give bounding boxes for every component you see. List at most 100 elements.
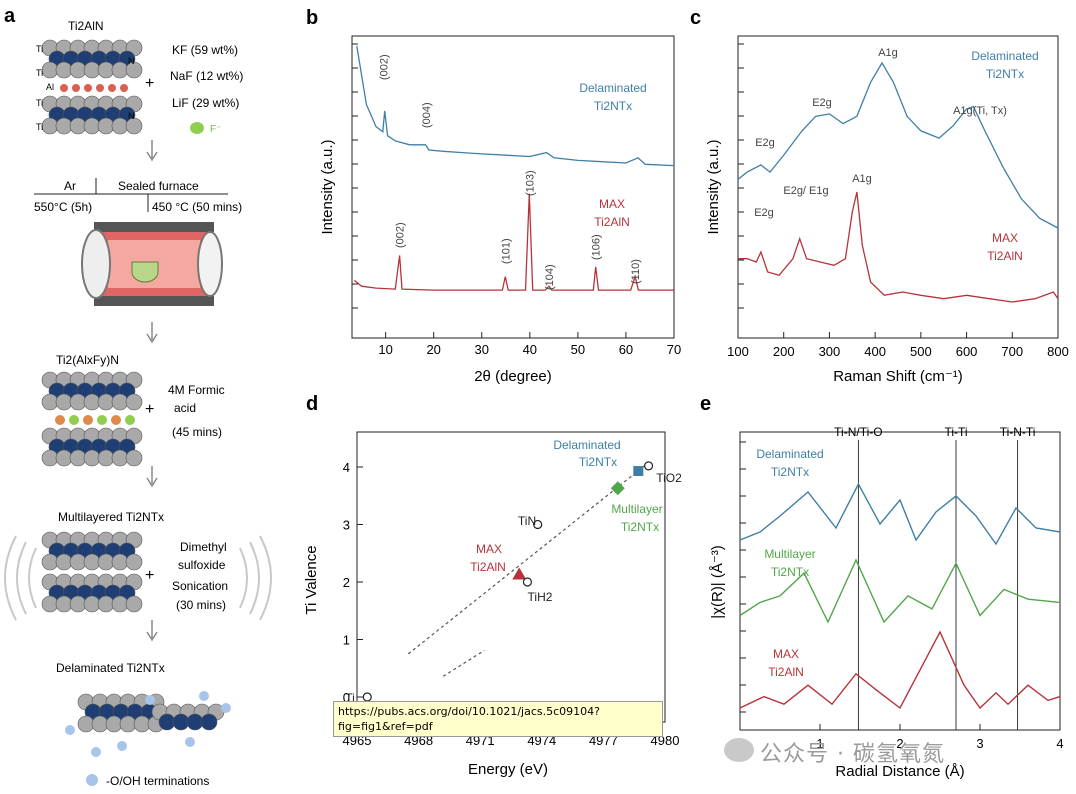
x-tick-label: 500: [910, 344, 932, 359]
point-label: Delaminated: [553, 438, 620, 452]
ti-atom: [41, 449, 59, 467]
peak-label: E2g: [755, 137, 775, 149]
point-label: Ti: [345, 691, 355, 705]
al-atom: [72, 84, 80, 92]
atom-label-ti: Ti: [36, 98, 43, 108]
plus-sign: +: [145, 75, 154, 92]
ti-atom: [83, 553, 101, 571]
point-label: Ti2NTx: [579, 455, 617, 469]
url-tooltip[interactable]: https://pubs.acs.org/doi/10.1021/jacs.5c…: [333, 701, 663, 737]
point-label: Ti2NTx: [621, 520, 659, 534]
x-tick-label: 300: [819, 344, 841, 359]
x-tick-label: 1: [816, 736, 823, 751]
n-atom: [200, 713, 218, 731]
furnace-label: Sealed furnace: [118, 179, 199, 193]
data-point-circle: [533, 519, 543, 530]
ti-atom: [83, 117, 101, 135]
data-point-triangle: [512, 567, 527, 580]
ti-atom: [41, 553, 59, 571]
y-tick-label: 0: [343, 690, 350, 705]
x-tick-label: 100: [727, 344, 749, 359]
data-point-circle: [362, 692, 372, 702]
point-label: Multilayer: [611, 502, 662, 516]
ti-atom: [41, 61, 59, 79]
gas-label: Ar: [64, 179, 76, 193]
temp-step-1: 550°C (5h): [34, 200, 92, 214]
ti-atom: [41, 393, 59, 411]
ti-atom: [111, 117, 129, 135]
ti-atom: [125, 117, 143, 135]
termination-atom: [65, 725, 75, 735]
y-axis-label: Intensity (a.u.): [705, 139, 722, 234]
x-tick-label: 60: [619, 342, 633, 357]
solvent-line-1: Dimethyl: [180, 540, 227, 554]
atom-label-n: N: [128, 56, 135, 66]
ti-atom: [111, 61, 129, 79]
ti-atom: [119, 715, 137, 733]
y-axis-label: Ti Valence: [303, 545, 320, 614]
x-tick-label: 200: [773, 344, 795, 359]
al-f-atom: [55, 415, 65, 425]
atom-label-al: Al: [46, 82, 54, 92]
fit-line: [407, 465, 645, 655]
peak-label: (101): [500, 238, 512, 264]
plot-area: (002) (004) (002) (101) (103) (104) (106) (110): [353, 45, 675, 291]
plot-frame: [737, 35, 1059, 339]
sonication-waves-icon: [4, 535, 272, 621]
acid-time: (45 mins): [172, 425, 222, 439]
series-label-delaminated-formula: Ti2NTx: [594, 99, 632, 113]
panel-c: c 100 200 300 400 500 600 700 800 E2g E2g A1g A1g(…: [690, 7, 1069, 385]
x-axis-label: Raman Shift (cm⁻¹): [833, 368, 963, 385]
ti-atom: [97, 117, 115, 135]
ti-atom: [97, 553, 115, 571]
ti-atom: [69, 449, 87, 467]
series-label-multilayer: Multilayer: [764, 547, 815, 561]
series-label-delaminated-formula: Ti2NTx: [771, 465, 809, 479]
atom-label-ti: Ti: [36, 68, 43, 78]
series-label-max-formula: Ti2AlN: [987, 249, 1023, 263]
series-line-delaminated: [737, 61, 1059, 229]
series-line-max: [353, 193, 674, 291]
termination-legend-label: -O/OH terminations: [106, 774, 209, 788]
y-axis-ticks: [352, 43, 358, 309]
arrow-down-icon: [146, 466, 158, 488]
series-label-max: MAX: [992, 231, 1018, 245]
ti-atom: [97, 449, 115, 467]
series-line-delaminated: [356, 45, 675, 167]
termination-atom: [145, 695, 155, 705]
ti-atom: [97, 595, 115, 613]
ti-atom: [55, 393, 73, 411]
x-axis-label: 2θ (degree): [474, 368, 552, 385]
panel-letter-c: c: [690, 7, 701, 29]
y-axis-label: |χ(R)| (Å⁻³): [709, 545, 726, 619]
series-label-max-formula: Ti2AlN: [768, 665, 804, 679]
wechat-icon: [724, 738, 754, 762]
fit-line-segment: [442, 649, 485, 677]
al-f-atom: [125, 415, 135, 425]
panel-letter-b: b: [306, 7, 318, 29]
peak-label: A1g: [852, 173, 872, 185]
peak-label: A1g: [878, 47, 898, 59]
panel-letter-a: a: [4, 5, 16, 27]
reference-line-label: Ti-N-Ti: [1000, 425, 1036, 439]
ti-atom: [69, 117, 87, 135]
series-line: [739, 482, 1061, 546]
al-atom: [108, 84, 116, 92]
ti-atom: [77, 715, 95, 733]
x-tick-label: 4: [1056, 736, 1063, 751]
al-f-atom: [111, 415, 121, 425]
fluoride-label: F⁻: [210, 124, 221, 135]
watermark: 公众号 · 碳氢氧氮: [760, 742, 945, 767]
ti-atom: [111, 449, 129, 467]
ti-atom: [55, 117, 73, 135]
y-axis-ticks: [738, 43, 744, 309]
solvent-line-2: sulfoxide: [178, 558, 226, 572]
ti-atom: [125, 61, 143, 79]
point-label: MAX: [476, 542, 502, 556]
x-tick-label: 30: [475, 342, 489, 357]
al-atom: [60, 84, 68, 92]
x-tick-label: 800: [1047, 344, 1069, 359]
x-tick-label: 20: [426, 342, 440, 357]
y-axis-label: Intensity (a.u.): [319, 139, 336, 234]
temp-step-2: 450 °C (50 mins): [152, 200, 242, 214]
